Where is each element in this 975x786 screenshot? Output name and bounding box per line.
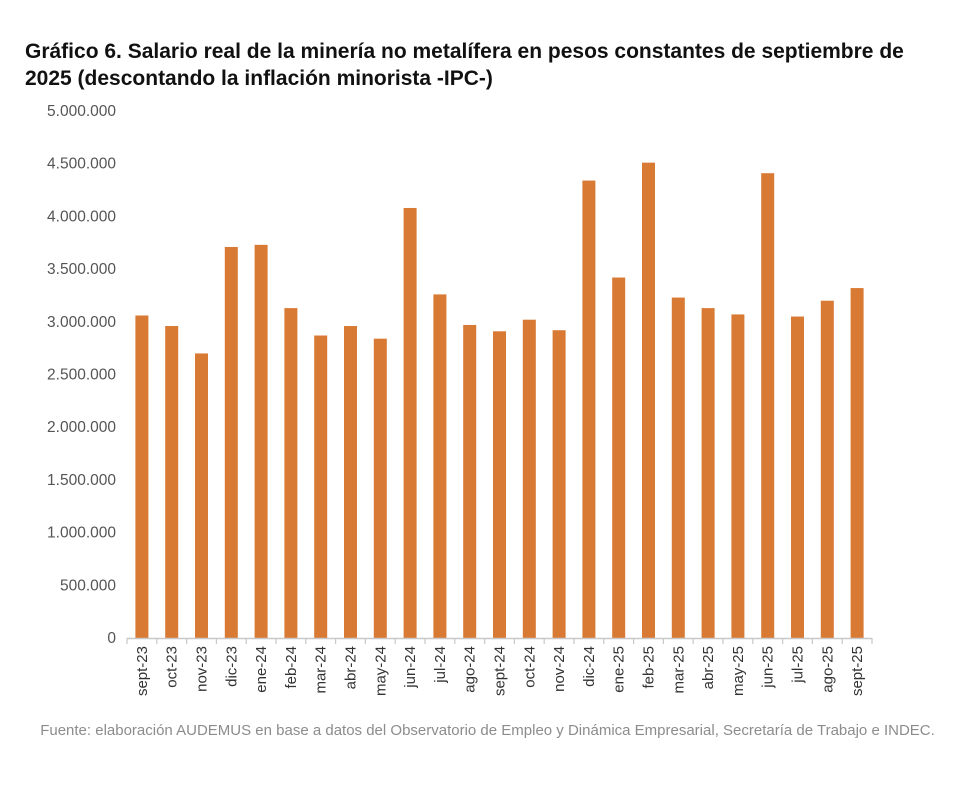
y-tick-label: 500.000	[60, 577, 116, 594]
x-tick-label: jun-24	[402, 646, 419, 689]
x-tick-label: feb-24	[283, 646, 300, 689]
bar-may-24	[373, 338, 387, 638]
x-tick-label: dic-24	[581, 646, 598, 687]
x-tick-label: abr-25	[700, 646, 717, 689]
bar-jun-24	[403, 207, 417, 638]
y-tick-label: 4.500.000	[47, 156, 116, 173]
bar-ene-24	[254, 244, 268, 639]
x-tick-label: sept-24	[492, 646, 509, 696]
bar-may-25	[731, 314, 745, 638]
bar-abr-25	[701, 308, 715, 638]
y-tick-label: 1.000.000	[47, 525, 116, 542]
x-tick-label: nov-24	[551, 646, 568, 692]
y-tick-label: 2.000.000	[47, 419, 116, 436]
bar-dic-24	[582, 180, 596, 638]
x-axis-labels: sept-23 oct-23 nov-23 dic-23 ene-24 feb-24 mar…	[134, 646, 866, 696]
source-note: Fuente: elaboración AUDEMUS en base a da…	[40, 722, 935, 739]
x-tick-label: may-24	[372, 646, 389, 696]
bar-feb-24	[284, 308, 298, 638]
bar-chart: 0 500.000 1.000.000 1.500.000 2.000.000 2.500…	[47, 103, 873, 696]
bar-jul-25	[791, 316, 804, 638]
x-tick-label: mar-25	[670, 646, 687, 694]
x-tick-label: oct-23	[164, 646, 181, 688]
chart-title: Gráfico 6. Salario real de la minería no…	[25, 40, 904, 90]
bar-jul-24	[433, 294, 447, 638]
y-tick-label: 1.500.000	[47, 472, 116, 489]
x-tick-label: ene-25	[611, 646, 628, 693]
x-tick-label: sept-23	[134, 646, 151, 696]
y-tick-label: 5.000.000	[47, 103, 116, 120]
bar-oct-23	[165, 326, 179, 638]
bar-ago-24	[463, 324, 477, 638]
bar-ene-25	[612, 277, 626, 638]
x-tick-label: abr-24	[343, 646, 360, 689]
x-tick-label: dic-23	[223, 646, 240, 687]
bar-sept-23	[135, 315, 149, 638]
bars	[135, 162, 864, 639]
x-tick-label: ago-24	[462, 646, 479, 693]
x-tick-label: jun-25	[760, 646, 777, 689]
bar-jun-25	[761, 173, 775, 638]
bar-sept-24	[493, 331, 506, 638]
y-tick-label: 4.000.000	[47, 208, 116, 225]
y-tick-label: 3.000.000	[47, 314, 116, 331]
bar-nov-24	[552, 330, 566, 638]
x-tick-label: nov-23	[194, 646, 211, 692]
bar-dic-23	[224, 246, 238, 638]
x-tick-label: feb-25	[641, 646, 658, 689]
x-axis-ticks	[126, 638, 873, 644]
bar-nov-23	[195, 353, 208, 638]
bar-ago-25	[820, 300, 834, 638]
y-tick-label: 3.500.000	[47, 261, 116, 278]
bar-sept-25	[850, 288, 864, 638]
bar-abr-24	[344, 326, 357, 638]
x-tick-label: ago-25	[819, 646, 836, 693]
x-tick-label: mar-24	[313, 646, 330, 694]
x-tick-label: may-25	[730, 646, 747, 696]
bar-oct-24	[522, 319, 536, 638]
y-tick-label: 2.500.000	[47, 367, 116, 384]
x-tick-label: sept-25	[849, 646, 866, 696]
x-tick-label: jul-25	[790, 646, 807, 684]
x-tick-label: ene-24	[253, 646, 270, 693]
x-tick-label: oct-24	[521, 646, 538, 688]
x-tick-label: jul-24	[432, 646, 449, 684]
bar-mar-25	[671, 297, 685, 638]
y-axis-labels: 0 500.000 1.000.000 1.500.000 2.000.000 2.500…	[47, 103, 116, 647]
y-tick-label: 0	[107, 630, 116, 647]
bar-mar-24	[314, 335, 328, 638]
bar-feb-25	[642, 162, 655, 638]
